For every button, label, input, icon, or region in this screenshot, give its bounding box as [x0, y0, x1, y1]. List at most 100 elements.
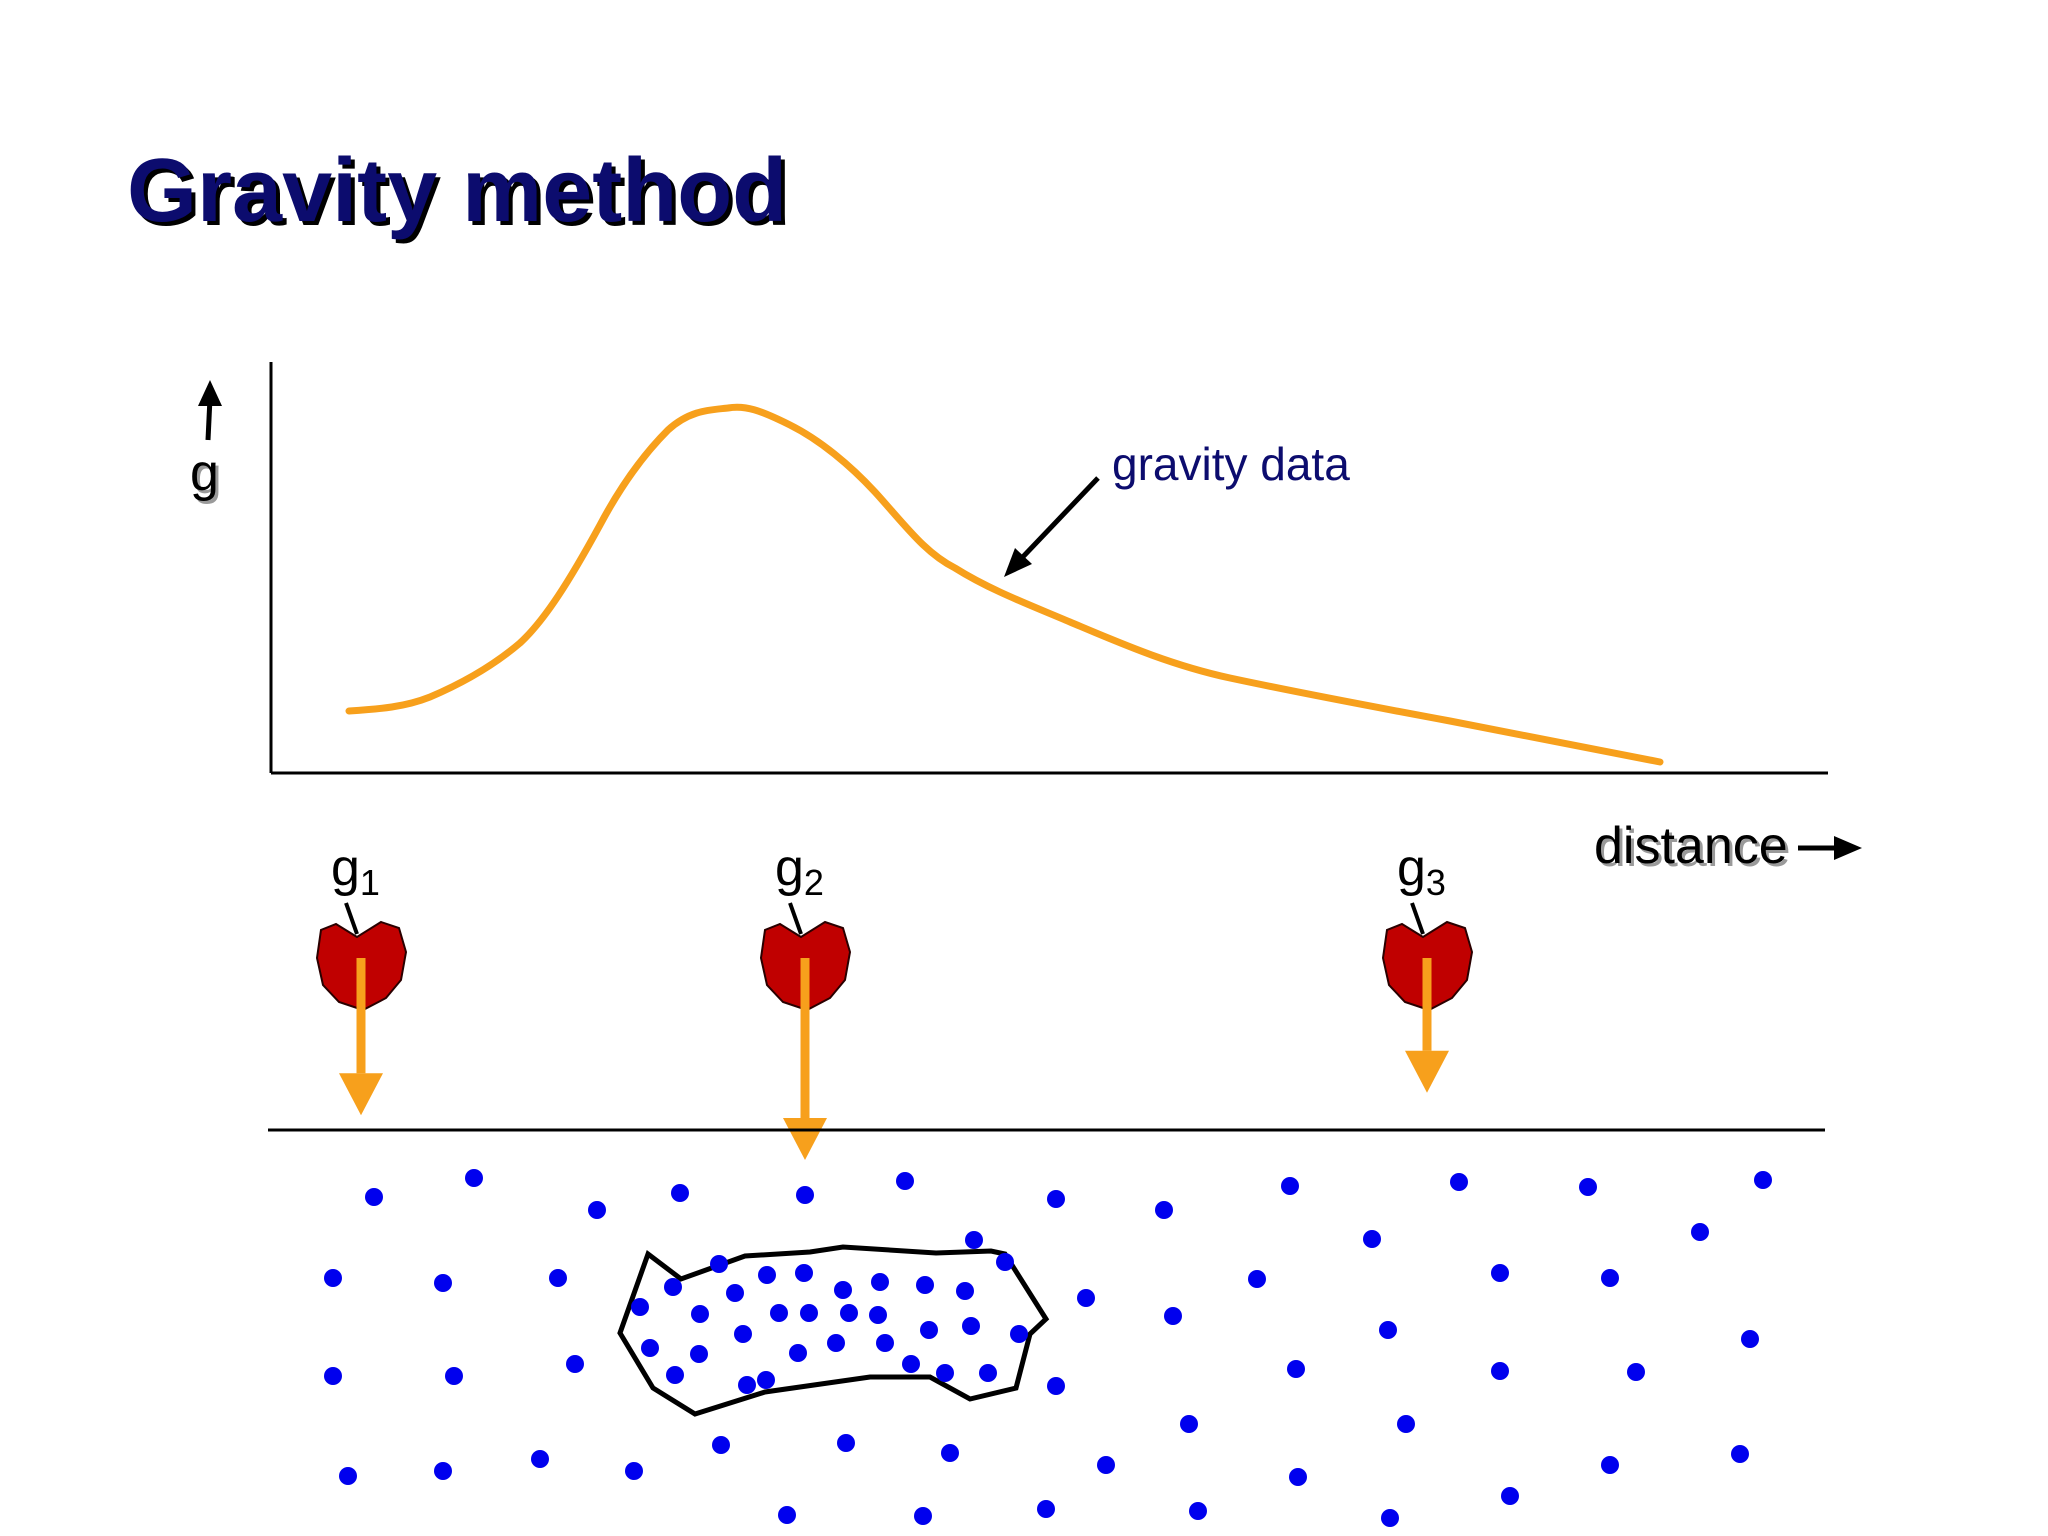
particle-dot [916, 1276, 934, 1294]
particle-dot [770, 1304, 788, 1322]
arrow-up-icon [198, 380, 222, 441]
particle-dot [465, 1169, 483, 1187]
particle-dot [1397, 1415, 1415, 1433]
particle-dot [339, 1467, 357, 1485]
particle-dot [1164, 1307, 1182, 1325]
station-2: g2 [759, 839, 852, 1160]
particle-dot [734, 1325, 752, 1343]
station-label: g3 [1397, 839, 1446, 903]
particle-dot [664, 1278, 682, 1296]
particle-dot [837, 1434, 855, 1452]
particle-dot [365, 1188, 383, 1206]
gravity-arrow-head [1405, 1050, 1449, 1093]
particle-dot [1381, 1509, 1399, 1527]
particle-dot [1627, 1363, 1645, 1381]
particle-dot [840, 1304, 858, 1322]
y-axis-label-shadow: g [193, 447, 222, 505]
particle-dot [795, 1264, 813, 1282]
annotation-arrow [1004, 476, 1100, 577]
particle-dot [1741, 1330, 1759, 1348]
particle-dot [641, 1339, 659, 1357]
station-label: g2 [775, 839, 824, 903]
particle-dot [324, 1367, 342, 1385]
particle-dot [834, 1281, 852, 1299]
particle-dot [1180, 1415, 1198, 1433]
particle-dot [1189, 1502, 1207, 1520]
particle-dot [876, 1334, 894, 1352]
particle-dot [1010, 1325, 1028, 1343]
particle-dot [434, 1462, 452, 1480]
station-3: g3 [1381, 839, 1474, 1093]
particle-dot [827, 1334, 845, 1352]
particle-dot [1601, 1456, 1619, 1474]
particle-dot [631, 1298, 649, 1316]
particle-dot [789, 1344, 807, 1362]
particle-dot [566, 1355, 584, 1373]
particle-dot [671, 1184, 689, 1202]
particle-dot [757, 1371, 775, 1389]
particle-dot [871, 1273, 889, 1291]
gravity-data-label: gravity data [1112, 438, 1350, 490]
apple-stem [344, 902, 359, 935]
gravity-arrow-head [339, 1073, 383, 1116]
particle-dot [666, 1366, 684, 1384]
arrow-right-icon [1798, 836, 1862, 860]
particle-dot [1287, 1360, 1305, 1378]
particle-dot [1501, 1487, 1519, 1505]
particle-dot [1579, 1178, 1597, 1196]
particle-dot [758, 1266, 776, 1284]
particle-dot [1491, 1264, 1509, 1282]
particle-dot [902, 1355, 920, 1373]
particle-dot [324, 1269, 342, 1287]
gravity-data-curve [345, 403, 1664, 766]
particle-dot [625, 1462, 643, 1480]
apple-stem [788, 902, 803, 935]
apple-stem [1410, 902, 1425, 935]
particle-dot [896, 1172, 914, 1190]
particle-dot [738, 1376, 756, 1394]
particle-dot [588, 1201, 606, 1219]
particle-dot [1097, 1456, 1115, 1474]
page-title: Gravity method [127, 141, 787, 241]
particle-dot [800, 1304, 818, 1322]
particle-dot [1731, 1445, 1749, 1463]
page-title-shadow: Gravity method [131, 145, 791, 245]
particle-dot [434, 1274, 452, 1292]
stations: g1 g2 g3 [315, 839, 1474, 1160]
particle-dot [1450, 1173, 1468, 1191]
particle-dot [941, 1444, 959, 1462]
particle-dot [1379, 1321, 1397, 1339]
particle-dot [1691, 1223, 1709, 1241]
particle-dot [549, 1269, 567, 1287]
x-axis-label: distance [1594, 817, 1788, 875]
y-axis-label: g [190, 444, 219, 502]
particle-dot [962, 1317, 980, 1335]
particle-dot [1281, 1177, 1299, 1195]
particle-dot [1601, 1269, 1619, 1287]
dense-body-outline [617, 1244, 1050, 1417]
particle-dot [996, 1253, 1014, 1271]
particle-dot [1363, 1230, 1381, 1248]
particle-dot [1077, 1289, 1095, 1307]
particle-dot [1047, 1190, 1065, 1208]
particle-dot [936, 1364, 954, 1382]
station-1: g1 [315, 839, 408, 1116]
particle-dot [914, 1507, 932, 1525]
particle-dot [1248, 1270, 1266, 1288]
particle-dot [726, 1284, 744, 1302]
particle-dot [1047, 1377, 1065, 1395]
particle-dot [690, 1345, 708, 1363]
particle-dot [1037, 1500, 1055, 1518]
particle-dot [710, 1255, 728, 1273]
particle-dot [691, 1305, 709, 1323]
gravity-arrow-head [783, 1118, 827, 1160]
subsurface-particles [324, 1169, 1772, 1527]
particle-dot [920, 1321, 938, 1339]
x-axis-label-shadow: distance [1597, 820, 1791, 878]
particle-dot [1754, 1171, 1772, 1189]
station-label: g1 [331, 839, 380, 903]
particle-dot [778, 1506, 796, 1524]
particle-dot [1155, 1201, 1173, 1219]
particle-dot [869, 1306, 887, 1324]
